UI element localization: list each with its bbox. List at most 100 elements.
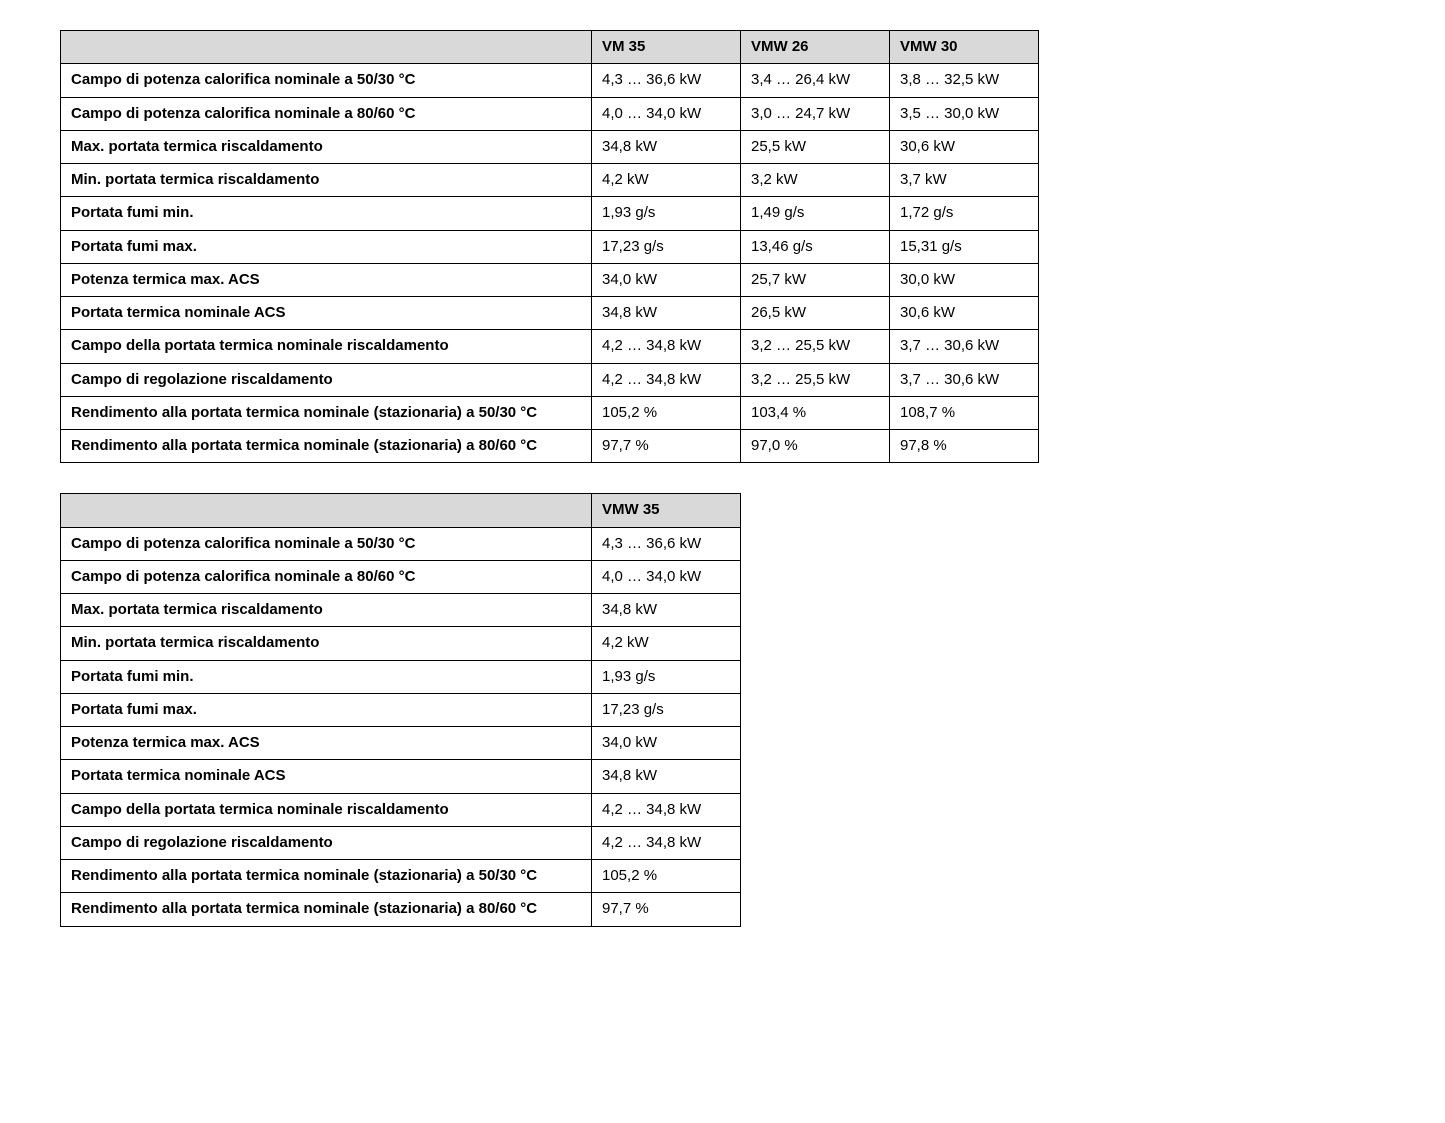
row-value: 4,2 … 34,8 kW <box>592 826 741 859</box>
col-header-vmw30: VMW 30 <box>890 31 1039 64</box>
table-row: Rendimento alla portata termica nominale… <box>61 860 741 893</box>
table-row: Campo della portata termica nominale ris… <box>61 793 741 826</box>
row-value: 26,5 kW <box>741 297 890 330</box>
row-label: Min. portata termica riscaldamento <box>61 627 592 660</box>
row-value: 34,8 kW <box>592 130 741 163</box>
row-value: 97,7 % <box>592 430 741 463</box>
table-row: Campo di potenza calorifica nominale a 8… <box>61 97 1039 130</box>
table-row: Campo di regolazione riscaldamento4,2 … … <box>61 826 741 859</box>
table-row: Portata fumi max.17,23 g/s13,46 g/s15,31… <box>61 230 1039 263</box>
table-row: Campo di potenza calorifica nominale a 5… <box>61 64 1039 97</box>
row-label: Min. portata termica riscaldamento <box>61 164 592 197</box>
table2-body: Campo di potenza calorifica nominale a 5… <box>61 527 741 926</box>
row-value: 34,8 kW <box>592 297 741 330</box>
table-row: Min. portata termica riscaldamento4,2 kW… <box>61 164 1039 197</box>
table-row: Portata termica nominale ACS34,8 kW26,5 … <box>61 297 1039 330</box>
row-value: 3,7 … 30,6 kW <box>890 363 1039 396</box>
row-label: Portata termica nominale ACS <box>61 297 592 330</box>
table-row: Campo della portata termica nominale ris… <box>61 330 1039 363</box>
table-header-row: VM 35 VMW 26 VMW 30 <box>61 31 1039 64</box>
row-value: 4,2 kW <box>592 164 741 197</box>
spec-table-1: VM 35 VMW 26 VMW 30 Campo di potenza cal… <box>60 30 1039 463</box>
row-value: 3,8 … 32,5 kW <box>890 64 1039 97</box>
row-value: 105,2 % <box>592 860 741 893</box>
row-value: 1,93 g/s <box>592 660 741 693</box>
row-value: 30,6 kW <box>890 297 1039 330</box>
table-row: Portata fumi min.1,93 g/s <box>61 660 741 693</box>
col-header-vmw35: VMW 35 <box>592 494 741 527</box>
row-value: 3,2 … 25,5 kW <box>741 363 890 396</box>
row-value: 30,6 kW <box>890 130 1039 163</box>
row-label: Portata fumi min. <box>61 197 592 230</box>
table-row: Max. portata termica riscaldamento34,8 k… <box>61 594 741 627</box>
table-row: Campo di regolazione riscaldamento4,2 … … <box>61 363 1039 396</box>
row-value: 34,8 kW <box>592 760 741 793</box>
col-header-vm35: VM 35 <box>592 31 741 64</box>
row-value: 34,8 kW <box>592 594 741 627</box>
row-value: 13,46 g/s <box>741 230 890 263</box>
row-value: 3,7 kW <box>890 164 1039 197</box>
row-label: Campo di potenza calorifica nominale a 5… <box>61 64 592 97</box>
row-value: 15,31 g/s <box>890 230 1039 263</box>
table-row: Campo di potenza calorifica nominale a 8… <box>61 560 741 593</box>
row-value: 3,2 … 25,5 kW <box>741 330 890 363</box>
table-row: Portata fumi min.1,93 g/s1,49 g/s1,72 g/… <box>61 197 1039 230</box>
row-value: 4,2 … 34,8 kW <box>592 363 741 396</box>
empty-header <box>61 31 592 64</box>
row-value: 17,23 g/s <box>592 230 741 263</box>
row-value: 1,93 g/s <box>592 197 741 230</box>
table1-body: Campo di potenza calorifica nominale a 5… <box>61 64 1039 463</box>
row-value: 3,7 … 30,6 kW <box>890 330 1039 363</box>
row-value: 103,4 % <box>741 396 890 429</box>
row-label: Campo di regolazione riscaldamento <box>61 826 592 859</box>
row-value: 97,8 % <box>890 430 1039 463</box>
row-label: Rendimento alla portata termica nominale… <box>61 396 592 429</box>
spec-table-2: VMW 35 Campo di potenza calorifica nomin… <box>60 493 741 926</box>
table-row: Campo di potenza calorifica nominale a 5… <box>61 527 741 560</box>
row-label: Portata fumi max. <box>61 230 592 263</box>
row-label: Portata termica nominale ACS <box>61 760 592 793</box>
row-value: 4,0 … 34,0 kW <box>592 97 741 130</box>
row-value: 1,49 g/s <box>741 197 890 230</box>
row-value: 34,0 kW <box>592 263 741 296</box>
table-row: Max. portata termica riscaldamento34,8 k… <box>61 130 1039 163</box>
row-value: 30,0 kW <box>890 263 1039 296</box>
row-value: 97,0 % <box>741 430 890 463</box>
row-label: Potenza termica max. ACS <box>61 263 592 296</box>
table-row: Min. portata termica riscaldamento4,2 kW <box>61 627 741 660</box>
row-value: 34,0 kW <box>592 727 741 760</box>
table-row: Portata termica nominale ACS34,8 kW <box>61 760 741 793</box>
row-value: 25,7 kW <box>741 263 890 296</box>
row-value: 3,5 … 30,0 kW <box>890 97 1039 130</box>
row-label: Campo di regolazione riscaldamento <box>61 363 592 396</box>
table-row: Portata fumi max.17,23 g/s <box>61 693 741 726</box>
row-label: Max. portata termica riscaldamento <box>61 594 592 627</box>
row-label: Rendimento alla portata termica nominale… <box>61 893 592 926</box>
row-value: 4,3 … 36,6 kW <box>592 527 741 560</box>
table-row: Rendimento alla portata termica nominale… <box>61 396 1039 429</box>
table-row: Rendimento alla portata termica nominale… <box>61 430 1039 463</box>
row-value: 4,2 … 34,8 kW <box>592 793 741 826</box>
row-label: Portata fumi min. <box>61 660 592 693</box>
row-value: 4,3 … 36,6 kW <box>592 64 741 97</box>
row-label: Rendimento alla portata termica nominale… <box>61 860 592 893</box>
row-label: Campo di potenza calorifica nominale a 5… <box>61 527 592 560</box>
row-value: 4,0 … 34,0 kW <box>592 560 741 593</box>
empty-header <box>61 494 592 527</box>
row-value: 108,7 % <box>890 396 1039 429</box>
row-label: Portata fumi max. <box>61 693 592 726</box>
row-label: Rendimento alla portata termica nominale… <box>61 430 592 463</box>
row-value: 3,0 … 24,7 kW <box>741 97 890 130</box>
table-row: Potenza termica max. ACS34,0 kW <box>61 727 741 760</box>
row-label: Campo della portata termica nominale ris… <box>61 330 592 363</box>
table-row: Potenza termica max. ACS34,0 kW25,7 kW30… <box>61 263 1039 296</box>
row-value: 4,2 kW <box>592 627 741 660</box>
col-header-vmw26: VMW 26 <box>741 31 890 64</box>
row-label: Campo della portata termica nominale ris… <box>61 793 592 826</box>
table-row: Rendimento alla portata termica nominale… <box>61 893 741 926</box>
row-label: Campo di potenza calorifica nominale a 8… <box>61 97 592 130</box>
table-header-row: VMW 35 <box>61 494 741 527</box>
row-value: 25,5 kW <box>741 130 890 163</box>
row-label: Campo di potenza calorifica nominale a 8… <box>61 560 592 593</box>
row-value: 3,4 … 26,4 kW <box>741 64 890 97</box>
